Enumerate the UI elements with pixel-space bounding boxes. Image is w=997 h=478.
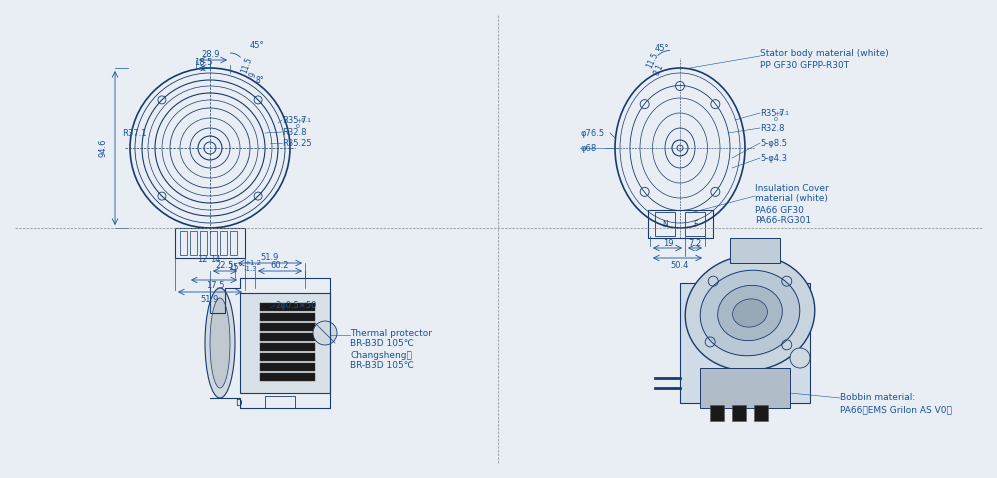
Text: R32.8: R32.8 xyxy=(760,123,785,132)
Text: 0: 0 xyxy=(774,117,778,121)
Text: 19: 19 xyxy=(663,239,673,248)
Text: F: F xyxy=(693,219,697,228)
Text: 2φ0.5×50: 2φ0.5×50 xyxy=(275,301,316,309)
Bar xyxy=(200,231,207,255)
Text: PA66-RG301: PA66-RG301 xyxy=(755,216,812,225)
Ellipse shape xyxy=(700,270,800,356)
Text: D: D xyxy=(235,399,241,408)
Bar xyxy=(260,353,315,361)
Bar xyxy=(260,313,315,321)
Ellipse shape xyxy=(718,285,783,341)
Bar xyxy=(700,368,790,408)
Bar xyxy=(190,231,197,255)
Text: 50.4: 50.4 xyxy=(671,261,689,271)
Text: BR-B3D 105℃: BR-B3D 105℃ xyxy=(350,338,414,348)
Text: Insulation Cover: Insulation Cover xyxy=(755,184,829,193)
Text: 28.9: 28.9 xyxy=(201,50,220,58)
Bar xyxy=(175,228,245,258)
Text: +0.1: +0.1 xyxy=(296,118,311,122)
Text: Changsheng，: Changsheng， xyxy=(350,350,412,359)
Circle shape xyxy=(790,348,810,368)
Ellipse shape xyxy=(685,255,815,371)
Bar xyxy=(260,333,315,341)
Text: Thermal protector: Thermal protector xyxy=(350,328,432,337)
Text: 11.5: 11.5 xyxy=(645,51,660,69)
Text: R32.8: R32.8 xyxy=(282,128,306,137)
Text: material (white): material (white) xyxy=(755,194,828,203)
Text: PA66（EMS Grilon AS V0）: PA66（EMS Grilon AS V0） xyxy=(840,405,952,414)
Text: 18.5: 18.5 xyxy=(193,57,212,66)
Text: φ76.5: φ76.5 xyxy=(580,129,604,138)
Text: N: N xyxy=(662,219,668,228)
Bar xyxy=(260,323,315,331)
Bar xyxy=(260,373,315,381)
Text: PP GF30 GFPP-R30T: PP GF30 GFPP-R30T xyxy=(760,61,849,69)
Bar xyxy=(260,343,315,351)
Text: +1.2: +1.2 xyxy=(244,260,261,266)
Text: φ68: φ68 xyxy=(580,143,596,152)
Text: 5-φ8.5: 5-φ8.5 xyxy=(760,139,787,148)
Text: R35.25: R35.25 xyxy=(282,139,312,148)
Bar xyxy=(710,405,724,421)
Text: R35.7: R35.7 xyxy=(760,109,785,118)
Text: 15°: 15° xyxy=(228,263,242,272)
Circle shape xyxy=(313,321,337,345)
Text: BR-B3D 105℃: BR-B3D 105℃ xyxy=(350,361,414,370)
Text: 8.1: 8.1 xyxy=(652,63,665,77)
Bar xyxy=(265,396,295,408)
Text: 12: 12 xyxy=(196,256,207,264)
Text: 51.9: 51.9 xyxy=(261,253,279,262)
Bar xyxy=(655,212,675,236)
Text: Bobbin material:: Bobbin material: xyxy=(840,393,915,402)
Text: 5-φ4.3: 5-φ4.3 xyxy=(760,153,787,163)
Bar xyxy=(180,231,187,255)
Ellipse shape xyxy=(205,288,235,398)
Text: R35.7: R35.7 xyxy=(282,116,306,124)
Bar xyxy=(730,238,780,263)
Bar xyxy=(255,303,315,383)
Text: PA66 GF30: PA66 GF30 xyxy=(755,206,804,215)
Text: 22.5: 22.5 xyxy=(215,261,234,271)
Bar xyxy=(240,293,330,393)
Text: 45°: 45° xyxy=(250,41,264,50)
Text: 11.5: 11.5 xyxy=(240,55,254,75)
Text: 7.2: 7.2 xyxy=(688,239,702,248)
Bar xyxy=(732,405,746,421)
Bar xyxy=(210,231,217,255)
Text: 45°: 45° xyxy=(655,43,670,53)
Text: Stator body material (white): Stator body material (white) xyxy=(760,48,888,57)
Ellipse shape xyxy=(733,299,768,327)
Bar xyxy=(685,212,705,236)
Bar xyxy=(754,405,768,421)
Bar xyxy=(220,231,227,255)
Text: -1.3: -1.3 xyxy=(244,266,258,272)
Text: 17.5: 17.5 xyxy=(205,282,224,291)
Bar xyxy=(260,303,315,311)
Text: 60.2: 60.2 xyxy=(271,261,289,271)
Text: 94.6: 94.6 xyxy=(98,139,107,157)
Text: 0: 0 xyxy=(296,123,300,129)
Bar xyxy=(230,231,237,255)
Text: 51.9: 51.9 xyxy=(200,295,219,304)
Text: 14: 14 xyxy=(209,256,220,264)
Bar xyxy=(680,283,810,403)
Ellipse shape xyxy=(210,298,230,388)
Text: +0.1: +0.1 xyxy=(774,110,789,116)
Text: 9: 9 xyxy=(248,71,258,79)
Text: R37.1: R37.1 xyxy=(122,129,147,138)
Bar xyxy=(260,363,315,371)
Bar xyxy=(647,210,713,238)
Text: 8°: 8° xyxy=(255,76,263,85)
